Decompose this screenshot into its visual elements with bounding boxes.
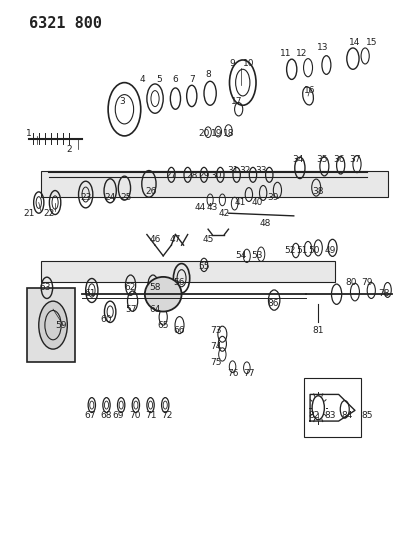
Text: 20: 20 [198, 129, 210, 138]
Text: 35: 35 [317, 156, 328, 164]
Text: 78: 78 [378, 289, 389, 297]
Text: 56: 56 [174, 278, 185, 287]
Text: 48: 48 [259, 220, 271, 228]
Text: 81: 81 [313, 326, 324, 335]
Text: 85: 85 [361, 411, 373, 420]
Text: 6321 800: 6321 800 [29, 16, 102, 31]
Text: 4: 4 [140, 76, 146, 84]
Text: 67: 67 [84, 411, 95, 420]
Text: 41: 41 [235, 198, 246, 207]
Text: 53: 53 [251, 252, 263, 260]
Text: 42: 42 [219, 209, 230, 217]
Text: 84: 84 [341, 411, 353, 420]
Text: 8: 8 [205, 70, 211, 79]
Text: 60: 60 [100, 316, 112, 324]
Text: 27: 27 [166, 172, 177, 180]
Text: 51: 51 [296, 246, 308, 255]
Text: 12: 12 [296, 49, 308, 58]
Bar [27, 288, 75, 362]
Text: 30: 30 [211, 172, 222, 180]
Text: 77: 77 [243, 369, 255, 377]
Text: 33: 33 [255, 166, 267, 175]
Text: 34: 34 [292, 156, 304, 164]
Text: 14: 14 [349, 38, 361, 47]
Text: 82: 82 [308, 411, 320, 420]
Text: 45: 45 [202, 236, 214, 244]
Text: 46: 46 [149, 236, 161, 244]
Text: 70: 70 [129, 411, 140, 420]
Bar [41, 171, 388, 197]
Text: 26: 26 [145, 188, 157, 196]
Text: 86: 86 [268, 300, 279, 308]
Text: 44: 44 [194, 204, 206, 212]
Text: 47: 47 [170, 236, 181, 244]
Text: 32: 32 [239, 166, 251, 175]
Text: 19: 19 [211, 129, 222, 138]
Text: 66: 66 [174, 326, 185, 335]
Text: 58: 58 [149, 284, 161, 292]
Text: 72: 72 [162, 411, 173, 420]
Text: 16: 16 [304, 86, 316, 95]
Text: 64: 64 [149, 305, 161, 313]
Text: 57: 57 [125, 305, 136, 313]
Text: 49: 49 [325, 246, 336, 255]
Text: 36: 36 [333, 156, 344, 164]
Text: 2: 2 [67, 145, 72, 154]
Text: 37: 37 [349, 156, 361, 164]
Text: 52: 52 [284, 246, 295, 255]
Bar [41, 261, 335, 282]
Text: 15: 15 [366, 38, 377, 47]
Text: 73: 73 [211, 326, 222, 335]
Text: 1: 1 [26, 129, 31, 138]
Text: 74: 74 [211, 342, 222, 351]
Text: 55: 55 [198, 262, 210, 271]
Text: 28: 28 [186, 172, 197, 180]
Text: 21: 21 [23, 209, 34, 217]
Text: 25: 25 [121, 193, 132, 201]
Text: 22: 22 [43, 209, 55, 217]
Text: 40: 40 [251, 198, 263, 207]
Text: 23: 23 [80, 193, 91, 201]
Text: 31: 31 [227, 166, 238, 175]
Bar [304, 378, 361, 437]
Text: 17: 17 [231, 97, 242, 106]
Text: 69: 69 [113, 411, 124, 420]
Text: 9: 9 [230, 60, 235, 68]
Text: 18: 18 [223, 129, 234, 138]
Text: 39: 39 [268, 193, 279, 201]
Text: 11: 11 [280, 49, 291, 58]
Text: 3: 3 [120, 97, 125, 106]
Text: 38: 38 [313, 188, 324, 196]
Text: 65: 65 [157, 321, 169, 329]
Text: 80: 80 [345, 278, 357, 287]
Text: 75: 75 [211, 358, 222, 367]
Text: 24: 24 [104, 193, 116, 201]
Text: 59: 59 [55, 321, 67, 329]
Text: 10: 10 [243, 60, 255, 68]
Text: 6: 6 [173, 76, 178, 84]
Text: 54: 54 [235, 252, 246, 260]
Text: 68: 68 [100, 411, 112, 420]
Text: 13: 13 [317, 44, 328, 52]
Text: 62: 62 [125, 284, 136, 292]
Text: 7: 7 [189, 76, 195, 84]
Text: 43: 43 [206, 204, 218, 212]
Text: 61: 61 [84, 289, 95, 297]
Text: 63: 63 [39, 284, 51, 292]
Text: 76: 76 [227, 369, 238, 377]
Ellipse shape [145, 277, 182, 311]
Text: 83: 83 [325, 411, 336, 420]
Text: 79: 79 [361, 278, 373, 287]
Text: 50: 50 [308, 246, 320, 255]
Ellipse shape [39, 301, 67, 349]
Text: 71: 71 [145, 411, 157, 420]
Text: 29: 29 [198, 172, 210, 180]
Text: 5: 5 [156, 76, 162, 84]
